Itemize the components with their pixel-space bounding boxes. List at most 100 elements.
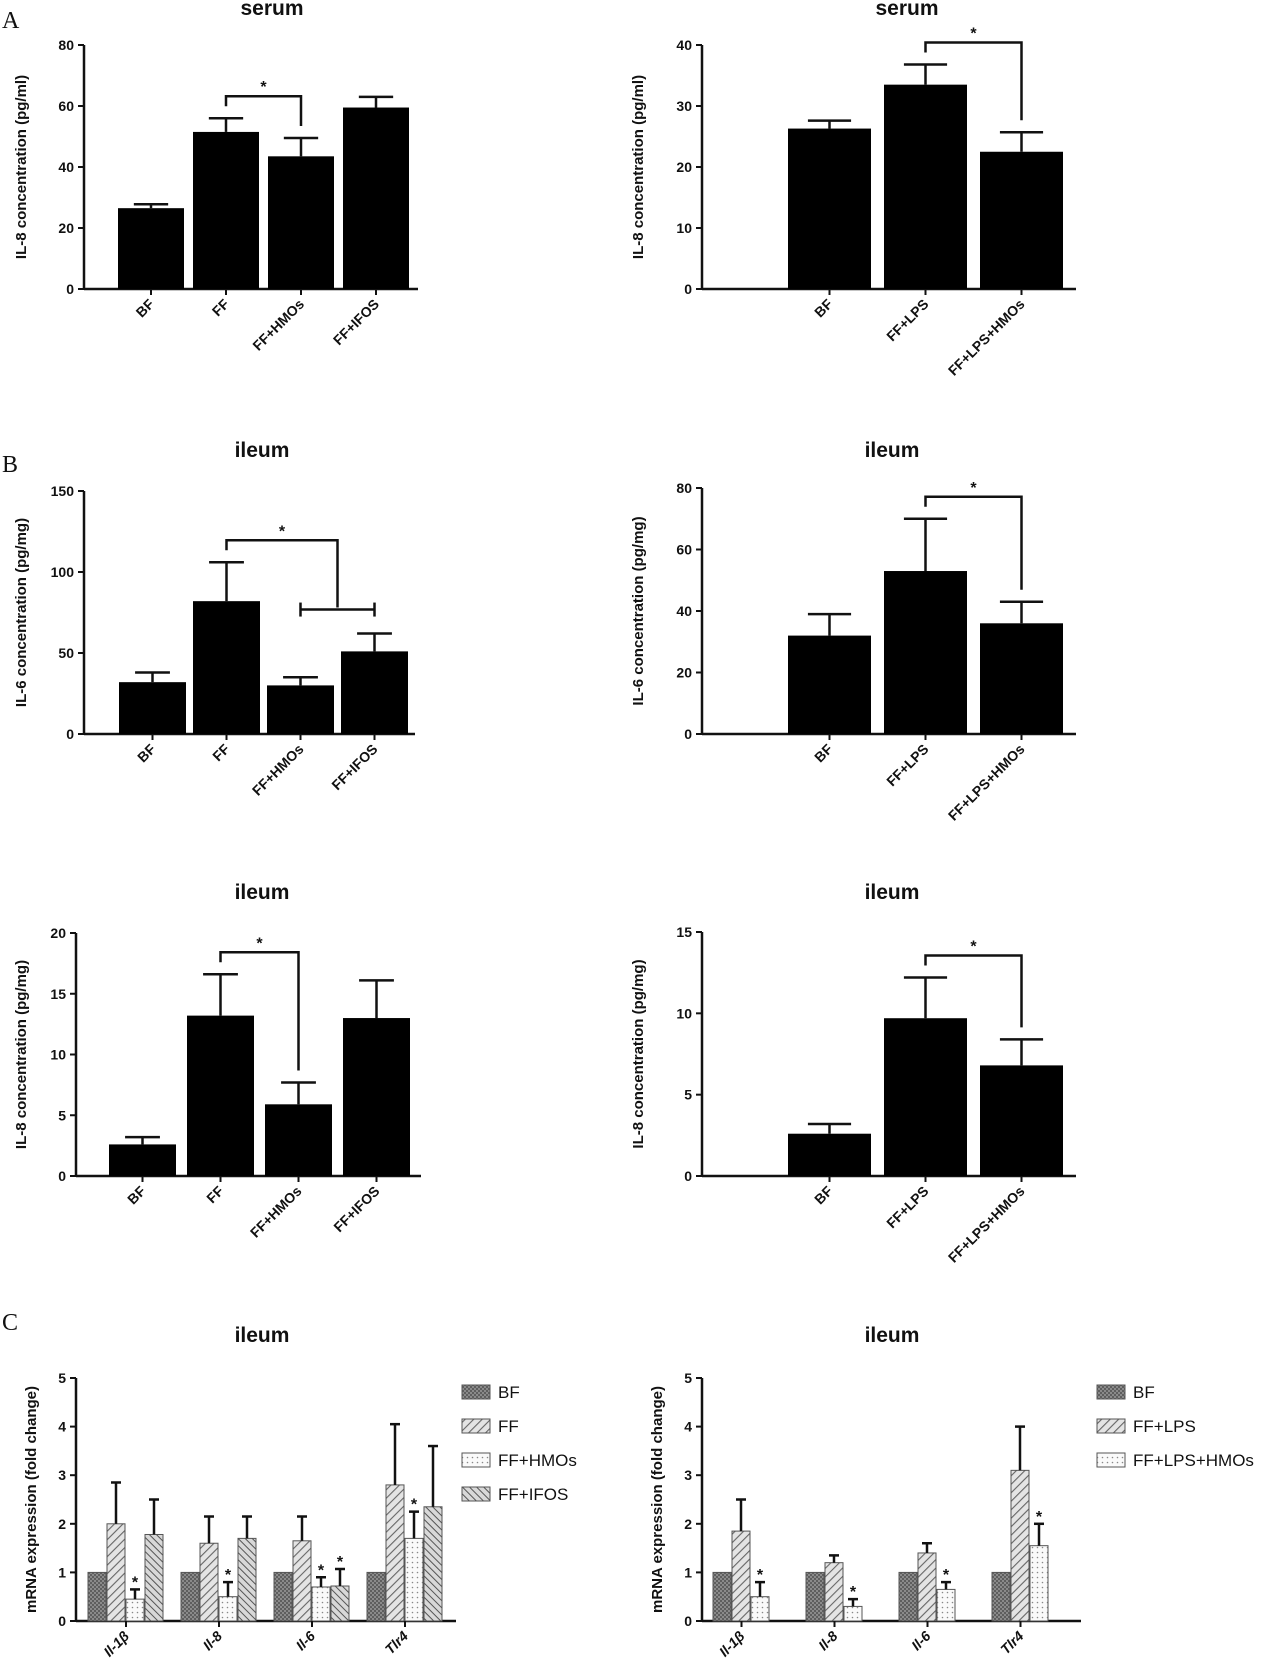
x-tick-label-ff: FF — [209, 295, 233, 319]
chart-serum-il8-lps: serum IL-8 concentration (pg/ml) 0 10 20 30 40… — [630, 0, 1076, 379]
y-tick-label: 60 — [676, 542, 692, 558]
legend-swatch-bf — [1096, 1384, 1126, 1400]
bar-bf-il-8 — [180, 1571, 200, 1622]
y-tick-label: 0 — [684, 1168, 692, 1184]
y-tick-label: 50 — [58, 645, 74, 661]
significance-star: * — [757, 1567, 764, 1584]
x-tick-label-ff-lps-hmos: FF+LPS+HMOs — [945, 741, 1028, 824]
bar-ff-lps-hmos-tlr4 — [1029, 1545, 1049, 1622]
y-tick-label: 1 — [684, 1564, 692, 1580]
y-axis-label: mRNA expression (fold change) — [649, 1386, 666, 1613]
x-tick-label-ff: FF — [203, 1182, 227, 1206]
y-tick-label: 0 — [684, 726, 692, 742]
chart-ileum-mrna-a: ileum mRNA expression (fold change) 0 1 2 3 4 5… — [23, 1324, 577, 1660]
y-tick-label: 10 — [50, 1047, 66, 1063]
x-tick-label-il-6: Il-6 — [292, 1628, 318, 1654]
bar-ff-lps — [884, 84, 967, 290]
chart-title: ileum — [865, 1324, 920, 1347]
significance-star: * — [970, 939, 977, 956]
bar-ff — [193, 131, 259, 289]
y-tick-label: 5 — [684, 1370, 692, 1386]
x-tick-label-ff-hmos: FF+HMOs — [249, 741, 307, 799]
legend-label-bf: BF — [1133, 1383, 1155, 1402]
bar-ff-lps-hmos-il-1 — [750, 1596, 770, 1622]
y-tick-label: 15 — [676, 924, 692, 940]
bar-ff — [193, 601, 260, 734]
significance-bracket — [924, 495, 1023, 590]
chart-title: ileum — [865, 439, 920, 462]
y-tick-label: 20 — [676, 665, 692, 681]
y-axis-label: IL-8 concentration (pg/mg) — [13, 960, 30, 1149]
x-tick-label-ff-lps: FF+LPS — [883, 296, 931, 344]
y-tick-label: 2 — [684, 1516, 692, 1532]
legend: BF FF FF+HMOs FF+IFOS — [461, 1383, 577, 1504]
legend-swatch-ff — [461, 1418, 491, 1434]
x-tick-label-ff-ifos: FF+IFOS — [328, 741, 380, 793]
y-tick-label: 0 — [58, 1168, 66, 1184]
chart-ileum-mrna-lps: ileum mRNA expression (fold change) 0 1 2 3 4 5… — [649, 1324, 1254, 1660]
bar-ff-lps-hmos — [980, 623, 1063, 734]
panel-label-a: A — [2, 8, 20, 34]
y-tick-label: 10 — [676, 1005, 692, 1021]
x-tick-label-tlr4: Tlr4 — [997, 1628, 1027, 1658]
bar-bf-tlr4 — [991, 1571, 1011, 1622]
bar-ff-hmos-il-1 — [125, 1598, 145, 1622]
significance-bracket — [225, 539, 339, 608]
x-tick-label-bf: BF — [811, 1182, 836, 1207]
y-tick-label: 20 — [58, 220, 74, 236]
bar-bf-il-6 — [898, 1571, 918, 1622]
bar-ff-hmos — [267, 685, 334, 734]
legend: BF FF+LPS FF+LPS+HMOs — [1096, 1383, 1254, 1470]
x-tick-label-ff-ifos: FF+IFOS — [330, 296, 382, 348]
bar-ff-lps-tlr4 — [1010, 1469, 1030, 1622]
significance-star: * — [970, 26, 977, 43]
x-tick-label-bf: BF — [124, 1182, 149, 1207]
x-tick-label-bf: BF — [133, 295, 158, 320]
y-tick-label: 0 — [66, 726, 74, 742]
bar-bf-il-8 — [805, 1571, 825, 1622]
legend-label-ff-lps-hmos: FF+LPS+HMOs — [1133, 1451, 1254, 1470]
bar-ff-tlr4 — [385, 1484, 405, 1622]
significance-bracket — [219, 951, 300, 1071]
x-tick-label-ff-hmos: FF+HMOs — [249, 296, 307, 354]
bar-ff-lps — [884, 1018, 967, 1176]
x-tick-label-ff-lps-hmos: FF+LPS+HMOs — [945, 1183, 1028, 1266]
y-tick-label: 1 — [58, 1564, 66, 1580]
bar-ff-ifos-il-1 — [144, 1533, 164, 1622]
x-tick-label-ff-lps: FF+LPS — [883, 741, 931, 789]
y-tick-label: 40 — [676, 603, 692, 619]
significance-star: * — [411, 1497, 418, 1514]
legend-swatch-ff-lps — [1096, 1418, 1126, 1434]
significance-star: * — [970, 480, 977, 497]
bar-ff-ifos — [341, 651, 408, 734]
bar-bf — [119, 682, 186, 734]
significance-star: * — [132, 1574, 139, 1591]
y-tick-label: 5 — [58, 1370, 66, 1386]
x-tick-label-il-8: Il-8 — [199, 1628, 225, 1654]
x-tick-label-bf: BF — [811, 295, 836, 320]
y-tick-label: 2 — [58, 1516, 66, 1532]
y-tick-label: 3 — [58, 1467, 66, 1483]
significance-bracket — [924, 954, 1023, 1028]
panel-label-c: C — [2, 1310, 18, 1336]
bar-ff-hmos — [265, 1104, 332, 1176]
x-tick-label-tlr4: Tlr4 — [382, 1628, 412, 1658]
y-axis-label: IL-8 concentration (pg/ml) — [13, 75, 30, 259]
bar-ff-lps-hmos-il-8 — [843, 1605, 863, 1622]
chart-serum-il8-a: serum IL-8 concentration (pg/ml) 0 20 40 60 80… — [13, 0, 418, 354]
bar-ff-hmos — [268, 156, 334, 289]
bar-bf — [118, 208, 184, 289]
bar-ff-il-6 — [292, 1540, 312, 1622]
chart-title: serum — [875, 0, 938, 20]
x-tick-label-ff-lps-hmos: FF+LPS+HMOs — [945, 296, 1028, 379]
y-tick-label: 10 — [676, 220, 692, 236]
bar-ff-hmos-tlr4 — [404, 1537, 424, 1622]
legend-label-bf: BF — [498, 1383, 520, 1402]
significance-star: * — [225, 1567, 232, 1584]
bar-ff-il-1 — [106, 1523, 126, 1622]
legend-swatch-ff-lps-hmos — [1096, 1452, 1126, 1468]
legend-swatch-ff-ifos — [461, 1486, 491, 1502]
y-tick-label: 3 — [684, 1467, 692, 1483]
y-tick-label: 40 — [676, 37, 692, 53]
